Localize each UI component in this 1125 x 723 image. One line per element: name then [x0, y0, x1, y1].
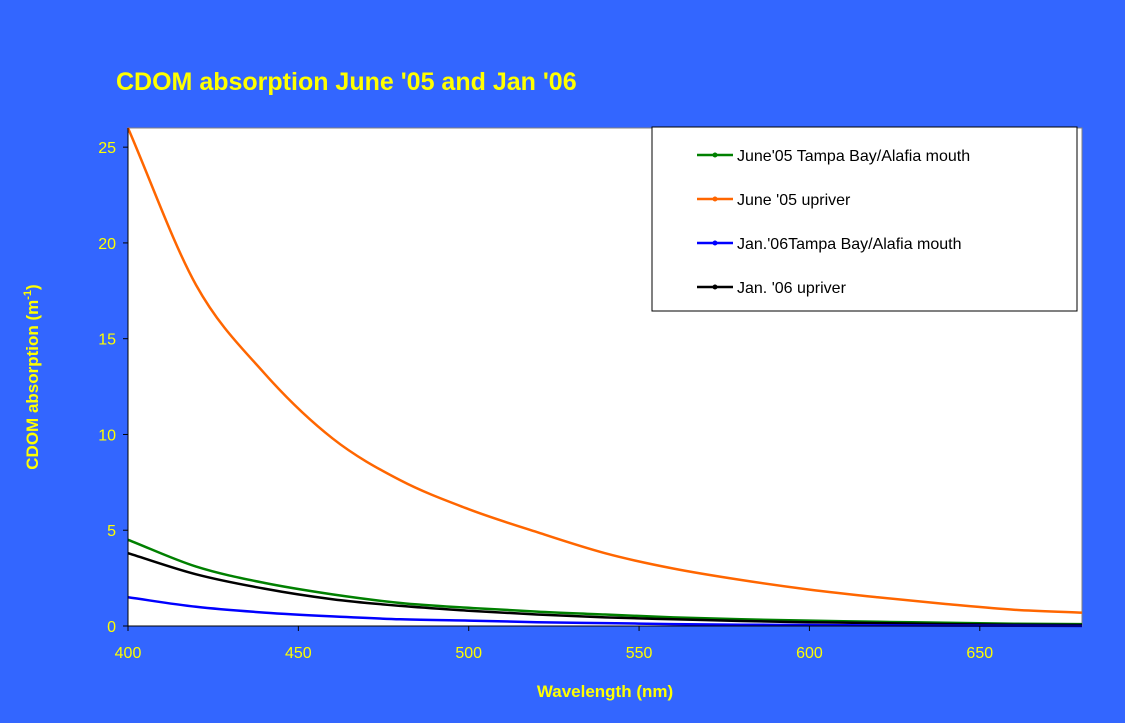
x-tick-label: 600 [796, 645, 823, 662]
y-tick-label: 25 [98, 140, 116, 157]
x-tick-label: 400 [115, 645, 142, 662]
series-line [126, 127, 1083, 614]
x-tick-label: 650 [966, 645, 993, 662]
legend-marker [712, 240, 718, 246]
x-tick-label: 500 [455, 645, 482, 662]
x-tick-label: 450 [285, 645, 312, 662]
x-axis-title: Wavelength (nm) [537, 682, 673, 701]
legend-marker [712, 196, 718, 202]
y-axis-title-tail: ) [23, 284, 42, 290]
legend-label: Jan.'06Tampa Bay/Alafia mouth [737, 236, 962, 253]
y-axis-title: CDOM absorption (m-1) [22, 284, 42, 469]
axes-layer [127, 128, 1082, 627]
y-tick-label: 20 [98, 236, 116, 253]
series-line [127, 538, 1083, 626]
y-tick-label: 15 [98, 332, 116, 349]
chart-legend: June'05 Tampa Bay/Alafia mouth June '05 u… [651, 126, 1078, 312]
y-tick-label: 0 [107, 619, 116, 636]
legend-label: Jan. '06 upriver [737, 280, 847, 297]
chart-title: CDOM absorption June '05 and Jan '06 [116, 68, 577, 96]
x-tick-label: 550 [626, 645, 653, 662]
series-line [127, 552, 1083, 627]
y-axis-title-main: CDOM absorption (m [23, 300, 42, 470]
tick-layer: 0 5 10 15 20 25 400 450 500 550 600 650 [98, 140, 993, 662]
y-tick-label: 5 [107, 523, 116, 540]
legend-box [651, 126, 1078, 312]
legend-label: June'05 Tampa Bay/Alafia mouth [737, 148, 970, 165]
y-axis-title-superscript: -1 [22, 290, 34, 300]
legend-marker [712, 152, 718, 158]
legend-label: June '05 upriver [737, 192, 851, 209]
legend-marker [712, 284, 718, 290]
y-tick-label: 10 [98, 427, 116, 444]
